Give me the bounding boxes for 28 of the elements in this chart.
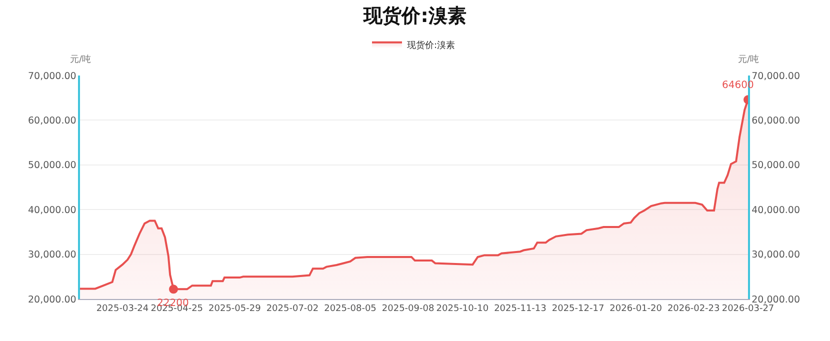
y-tick-label: 60,000.00 — [28, 116, 76, 127]
y2-axis-title: 元/吨 — [738, 54, 760, 65]
y2-tick-label: 20,000.00 — [752, 294, 800, 306]
x-tick-label: 2025-07-02 — [266, 304, 319, 314]
x-tick-label: 2025-03-24 — [96, 304, 149, 314]
y-tick-label: 20,000.00 — [28, 294, 76, 306]
x-tick-label: 2025-09-08 — [382, 304, 434, 314]
x-tick-label: 2026-01-20 — [610, 304, 662, 314]
x-tick-label: 2025-11-13 — [494, 304, 546, 314]
y2-tick-label: 50,000.00 — [752, 160, 800, 172]
y-tick-label: 70,000.00 — [28, 70, 76, 82]
x-tick-label: 2026-03-27 — [722, 304, 774, 314]
y-tick-label: 40,000.00 — [28, 204, 76, 216]
y-tick-label: 50,000.00 — [28, 160, 76, 172]
y-tick-label: 30,000.00 — [28, 250, 76, 261]
x-tick-label: 2025-10-10 — [436, 304, 489, 314]
legend-label: 现货价:溴素 — [407, 40, 456, 51]
x-tick-label: 2026-02-23 — [667, 304, 720, 314]
y2-tick-label: 70,000.00 — [752, 70, 800, 82]
y2-tick-label: 40,000.00 — [752, 204, 800, 216]
y-axis-title: 元/吨 — [70, 54, 92, 65]
chart-title: 现货价:溴素 — [362, 4, 466, 27]
x-tick-label: 2025-08-05 — [324, 304, 376, 314]
x-tick-label: 2025-05-29 — [208, 304, 262, 314]
x-tick-label: 2025-04-25 — [150, 304, 204, 314]
y2-tick-label: 60,000.00 — [752, 116, 800, 127]
y2-tick-label: 30,000.00 — [752, 250, 800, 261]
x-tick-label: 2025-12-17 — [552, 304, 604, 314]
